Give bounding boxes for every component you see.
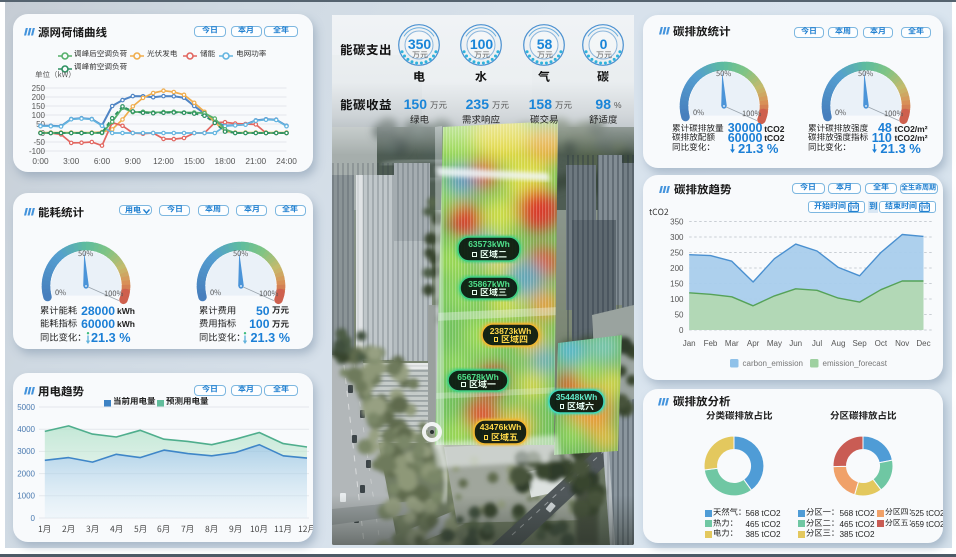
svg-text:emission_forecast: emission_forecast [823, 359, 888, 368]
svg-text:Apr: Apr [747, 339, 760, 348]
svg-text:50: 50 [675, 310, 684, 319]
svg-text:Nov: Nov [895, 339, 909, 348]
svg-text:0: 0 [679, 326, 684, 335]
svg-text:6:00: 6:00 [94, 156, 111, 166]
svg-text:4000: 4000 [17, 425, 35, 434]
svg-text:23873kWh: 23873kWh [490, 326, 532, 336]
svg-text:43476kWh: 43476kWh [480, 422, 522, 432]
svg-text:9:00: 9:00 [125, 156, 142, 166]
svg-text:2000: 2000 [17, 469, 35, 478]
svg-text:0: 0 [31, 514, 36, 523]
svg-text:63573kWh: 63573kWh [468, 239, 510, 249]
svg-text:3000: 3000 [17, 447, 35, 456]
svg-text:15:00: 15:00 [184, 156, 205, 166]
svg-text:300: 300 [670, 233, 684, 242]
svg-text:May: May [767, 339, 782, 348]
svg-text:-100: -100 [29, 147, 46, 156]
svg-text:-50: -50 [33, 138, 45, 147]
svg-text:100: 100 [670, 295, 684, 304]
svg-text:Oct: Oct [875, 339, 888, 348]
svg-text:35448kWh: 35448kWh [556, 392, 598, 402]
svg-text:Feb: Feb [704, 339, 718, 348]
svg-text:Sep: Sep [852, 339, 867, 348]
svg-text:200: 200 [32, 93, 46, 102]
svg-text:250: 250 [32, 84, 46, 93]
svg-text:350: 350 [670, 217, 684, 226]
svg-text:65678kWh: 65678kWh [457, 372, 499, 382]
svg-text:5000: 5000 [17, 403, 35, 412]
svg-text:24:00: 24:00 [276, 156, 297, 166]
svg-text:Jul: Jul [812, 339, 822, 348]
svg-text:3:00: 3:00 [63, 156, 80, 166]
svg-text:Jan: Jan [683, 339, 696, 348]
svg-text:250: 250 [670, 248, 684, 257]
svg-text:1000: 1000 [17, 492, 35, 501]
svg-text:Dec: Dec [916, 339, 930, 348]
svg-text:0:00: 0:00 [32, 156, 49, 166]
svg-text:100: 100 [32, 111, 46, 120]
svg-text:200: 200 [670, 264, 684, 273]
svg-text:150: 150 [670, 279, 684, 288]
svg-text:21:00: 21:00 [245, 156, 266, 166]
svg-text:18:00: 18:00 [215, 156, 236, 166]
svg-text:Mar: Mar [725, 339, 739, 348]
svg-text:12:00: 12:00 [153, 156, 174, 166]
svg-text:150: 150 [32, 102, 46, 111]
svg-text:35867kWh: 35867kWh [468, 279, 510, 289]
svg-text:Aug: Aug [831, 339, 845, 348]
svg-text:carbon_emission: carbon_emission [743, 359, 803, 368]
svg-text:Jun: Jun [789, 339, 802, 348]
